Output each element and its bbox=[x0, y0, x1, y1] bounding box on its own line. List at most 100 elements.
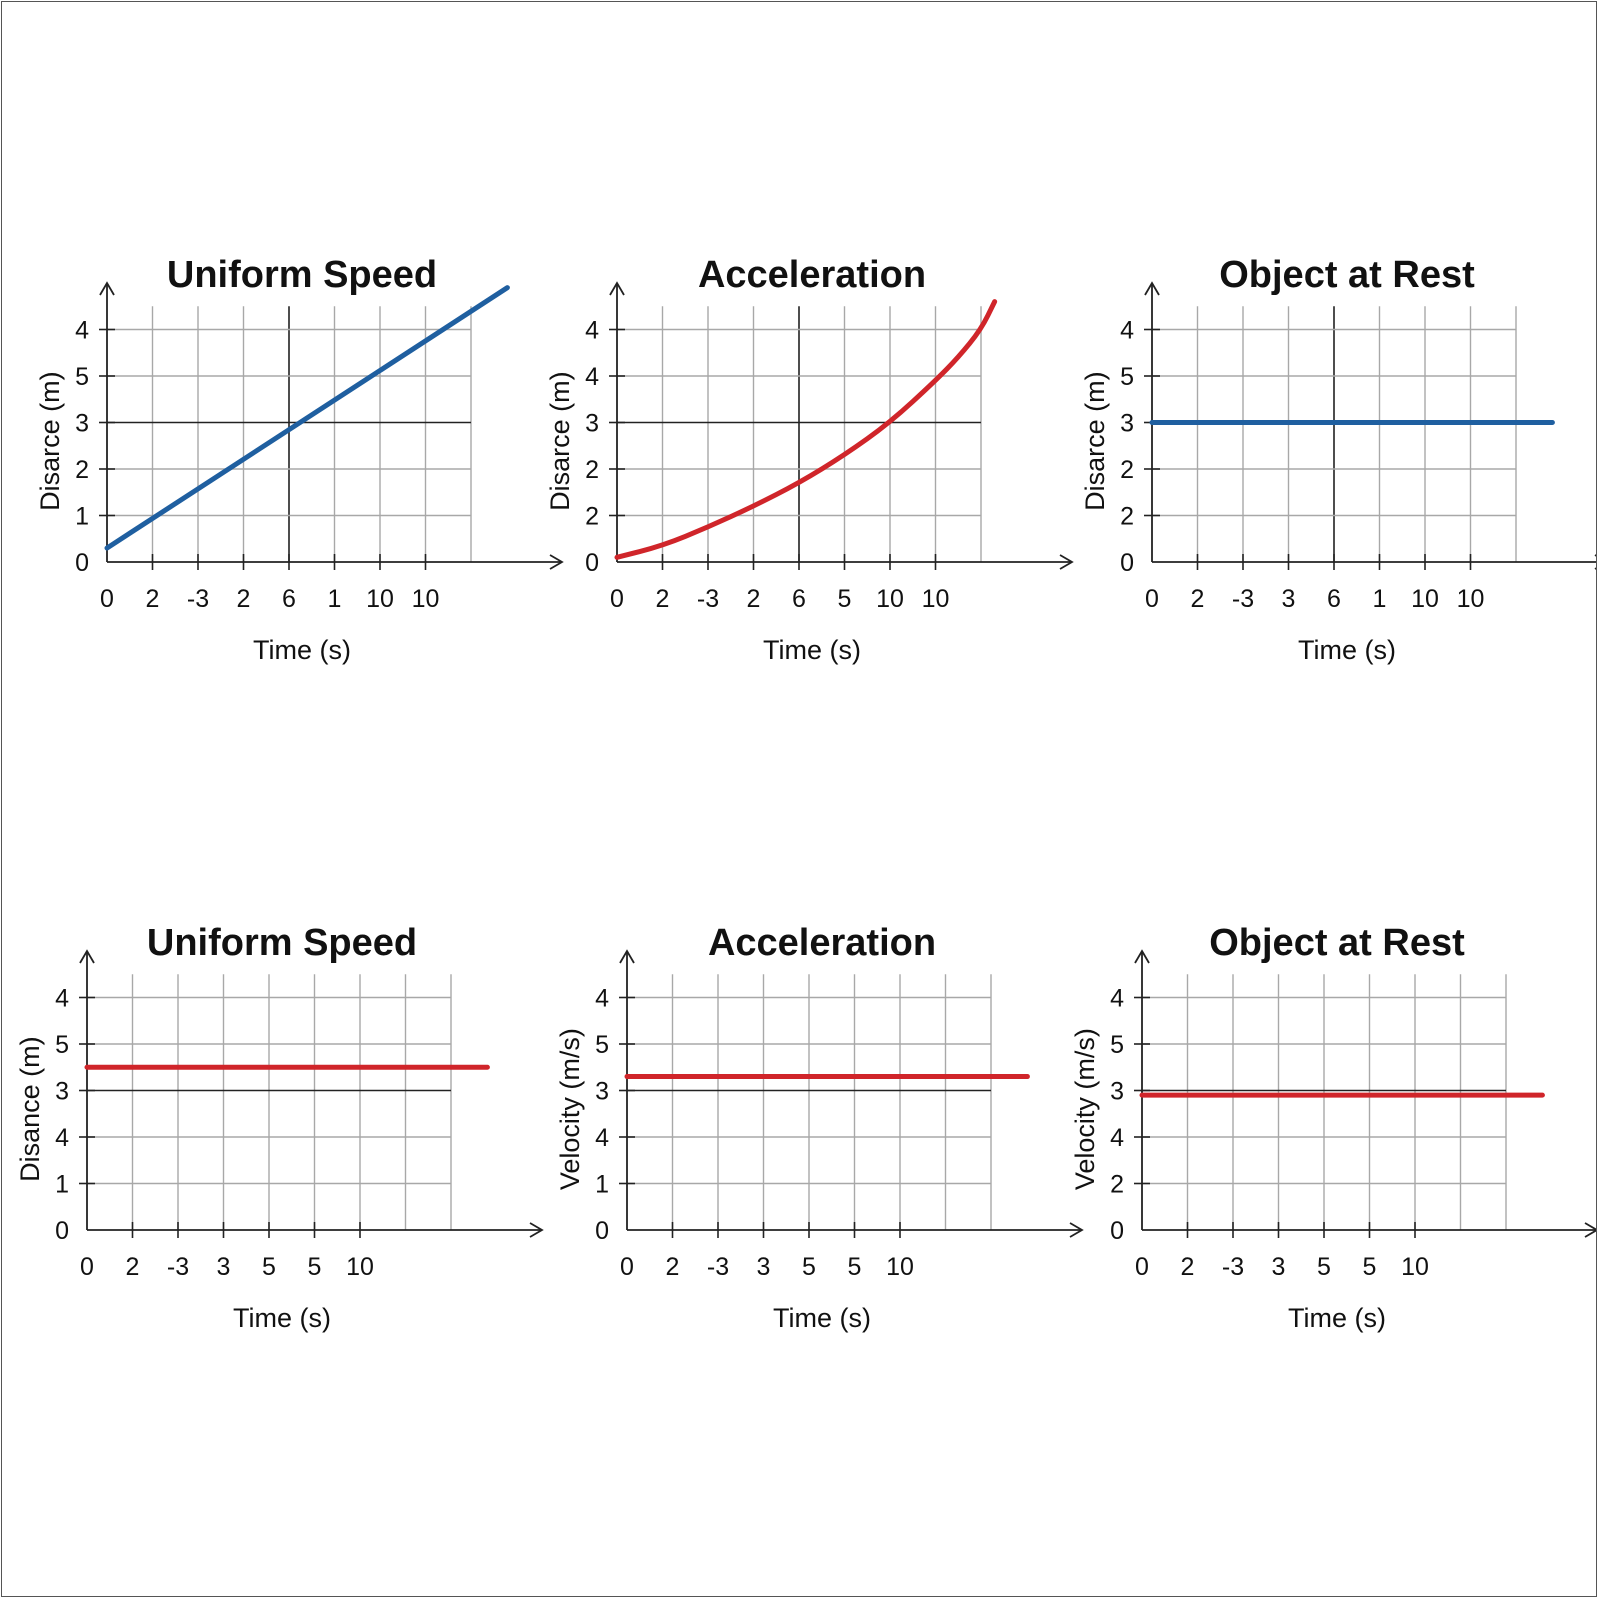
y-axis-label: Disarce (m) bbox=[545, 371, 575, 511]
y-axis-arrow-icon bbox=[79, 949, 95, 964]
chart-title: Acceleration bbox=[708, 922, 936, 964]
x-tick-label: 10 bbox=[412, 585, 440, 613]
x-axis-label: Time (s) bbox=[233, 1303, 331, 1333]
x-tick-label: 5 bbox=[308, 1253, 322, 1281]
y-axis-arrow-icon bbox=[609, 281, 625, 296]
y-tick-label: 0 bbox=[1110, 1217, 1124, 1245]
chart-panel-1: 0 2 -3 2 6 1 10 10 0 1 2 3 5 4 Uniform Speed Time (s) Di… bbox=[35, 254, 564, 665]
x-axis-label: Time (s) bbox=[1298, 635, 1396, 665]
y-tick-label: 0 bbox=[75, 549, 89, 577]
x-tick-label: 10 bbox=[1401, 1253, 1429, 1281]
x-tick-label: 2 bbox=[1191, 585, 1205, 613]
y-tick-label: 3 bbox=[1120, 410, 1134, 438]
y-tick-label: 5 bbox=[1110, 1031, 1124, 1059]
chart-title: Acceleration bbox=[698, 254, 926, 296]
x-tick-label: 0 bbox=[1145, 585, 1159, 613]
y-axis-arrow-icon bbox=[619, 949, 635, 964]
y-axis-arrow-icon bbox=[99, 281, 115, 296]
x-tick-label: 10 bbox=[1411, 585, 1439, 613]
x-tick-label: 2 bbox=[1181, 1253, 1195, 1281]
grid bbox=[107, 306, 472, 562]
grid bbox=[1152, 306, 1517, 562]
x-axis-arrow-icon bbox=[1069, 1222, 1084, 1238]
x-axis-arrow-icon bbox=[549, 554, 564, 570]
y-tick-label: 0 bbox=[595, 1217, 609, 1245]
y-tick-label: 1 bbox=[55, 1171, 69, 1199]
y-tick-label: 2 bbox=[1120, 503, 1134, 531]
x-tick-label: 10 bbox=[886, 1253, 914, 1281]
y-tick-label: 3 bbox=[75, 410, 89, 438]
x-tick-label: 3 bbox=[1272, 1253, 1286, 1281]
y-tick-label: 2 bbox=[1110, 1171, 1124, 1199]
x-tick-label: 2 bbox=[126, 1253, 140, 1281]
x-tick-label: 5 bbox=[1363, 1253, 1377, 1281]
x-tick-label: -3 bbox=[1232, 585, 1254, 613]
y-tick-label: 4 bbox=[585, 317, 599, 345]
x-axis-arrow-icon bbox=[1059, 554, 1074, 570]
y-tick-label: 5 bbox=[55, 1031, 69, 1059]
x-tick-label: 0 bbox=[100, 585, 114, 613]
x-tick-label: 3 bbox=[1282, 585, 1296, 613]
y-tick-label: 4 bbox=[1110, 985, 1124, 1013]
x-tick-label: 2 bbox=[146, 585, 160, 613]
x-tick-label: -3 bbox=[707, 1253, 729, 1281]
grid bbox=[1142, 974, 1507, 1230]
x-tick-label: 5 bbox=[802, 1253, 816, 1281]
grid bbox=[627, 974, 992, 1230]
chart-panel-4: 0 2 -3 3 5 5 10 0 1 4 3 5 4 Uniform Speed Time (s) Disa… bbox=[15, 922, 544, 1333]
y-tick-label: 4 bbox=[1110, 1124, 1124, 1152]
y-tick-label: 4 bbox=[55, 985, 69, 1013]
y-tick-label: 2 bbox=[1120, 456, 1134, 484]
y-tick-label: 2 bbox=[585, 456, 599, 484]
x-axis-label: Time (s) bbox=[773, 1303, 871, 1333]
y-tick-label: 4 bbox=[55, 1124, 69, 1152]
chart-panel-3: 0 2 -3 3 6 1 10 10 0 2 2 3 5 4 Object at Rest Time (s) D… bbox=[1080, 254, 1596, 665]
y-tick-label: 0 bbox=[55, 1217, 69, 1245]
y-tick-label: 4 bbox=[585, 363, 599, 391]
chart-title: Object at Rest bbox=[1209, 922, 1465, 964]
y-axis-label: Velocity (m/s) bbox=[1070, 1028, 1100, 1190]
grid bbox=[617, 306, 982, 562]
chart-panel-2: 0 2 -3 2 6 5 10 10 0 2 2 3 4 4 Acceleration Time (s) Dis… bbox=[545, 254, 1074, 665]
y-tick-label: 3 bbox=[595, 1078, 609, 1106]
y-tick-label: 4 bbox=[1120, 317, 1134, 345]
y-tick-label: 3 bbox=[585, 410, 599, 438]
x-tick-label: 2 bbox=[656, 585, 670, 613]
x-tick-label: -3 bbox=[697, 585, 719, 613]
x-tick-label: 6 bbox=[792, 585, 806, 613]
chart-title: Object at Rest bbox=[1219, 254, 1475, 296]
x-axis-label: Time (s) bbox=[1288, 1303, 1386, 1333]
x-axis-label: Time (s) bbox=[253, 635, 351, 665]
x-tick-label: 2 bbox=[747, 585, 761, 613]
x-tick-label: 6 bbox=[1327, 585, 1341, 613]
y-tick-label: 1 bbox=[595, 1171, 609, 1199]
x-tick-label: 10 bbox=[366, 585, 394, 613]
y-axis-label: Disarce (m) bbox=[35, 371, 65, 511]
chart-title: Uniform Speed bbox=[167, 254, 437, 296]
x-tick-label: 6 bbox=[282, 585, 296, 613]
x-tick-label: -3 bbox=[187, 585, 209, 613]
x-tick-label: 0 bbox=[1135, 1253, 1149, 1281]
y-axis-label: Disarce (m) bbox=[1080, 371, 1110, 511]
y-tick-label: 0 bbox=[585, 549, 599, 577]
y-axis-label: Velocity (m/s) bbox=[555, 1028, 585, 1190]
x-tick-label: 5 bbox=[1317, 1253, 1331, 1281]
x-axis-label: Time (s) bbox=[763, 635, 861, 665]
y-tick-label: 5 bbox=[1120, 363, 1134, 391]
x-tick-label: 0 bbox=[80, 1253, 94, 1281]
series-line bbox=[104, 285, 510, 551]
y-axis-label: Disance (m) bbox=[15, 1036, 45, 1182]
y-tick-label: 3 bbox=[55, 1078, 69, 1106]
x-tick-label: 2 bbox=[666, 1253, 680, 1281]
y-axis-arrow-icon bbox=[1134, 949, 1150, 964]
x-tick-label: 10 bbox=[1457, 585, 1485, 613]
x-axis-arrow-icon bbox=[529, 1222, 544, 1238]
y-tick-label: 1 bbox=[75, 503, 89, 531]
y-tick-label: 5 bbox=[75, 363, 89, 391]
x-tick-label: 5 bbox=[262, 1253, 276, 1281]
chart-panel-5: 0 2 -3 3 5 5 10 0 1 4 3 5 4 Acceleration Time (s) Veloc… bbox=[555, 922, 1084, 1333]
x-tick-label: -3 bbox=[167, 1253, 189, 1281]
y-tick-label: 5 bbox=[595, 1031, 609, 1059]
